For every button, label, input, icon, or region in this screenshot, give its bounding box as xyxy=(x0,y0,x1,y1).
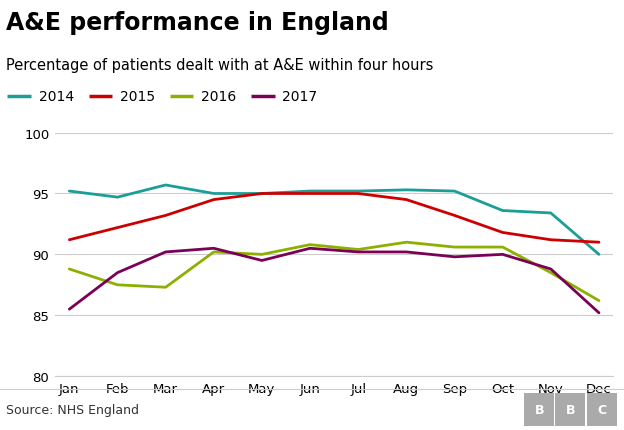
Text: Source: NHS England: Source: NHS England xyxy=(6,403,139,416)
Text: Percentage of patients dealt with at A&E within four hours: Percentage of patients dealt with at A&E… xyxy=(6,58,434,73)
Text: 2016: 2016 xyxy=(201,90,236,104)
Text: 2017: 2017 xyxy=(282,90,317,104)
Text: B: B xyxy=(565,403,575,416)
Text: C: C xyxy=(597,403,606,416)
Text: B: B xyxy=(534,403,544,416)
Text: 2014: 2014 xyxy=(39,90,74,104)
Text: A&E performance in England: A&E performance in England xyxy=(6,11,389,35)
Text: 2015: 2015 xyxy=(120,90,155,104)
